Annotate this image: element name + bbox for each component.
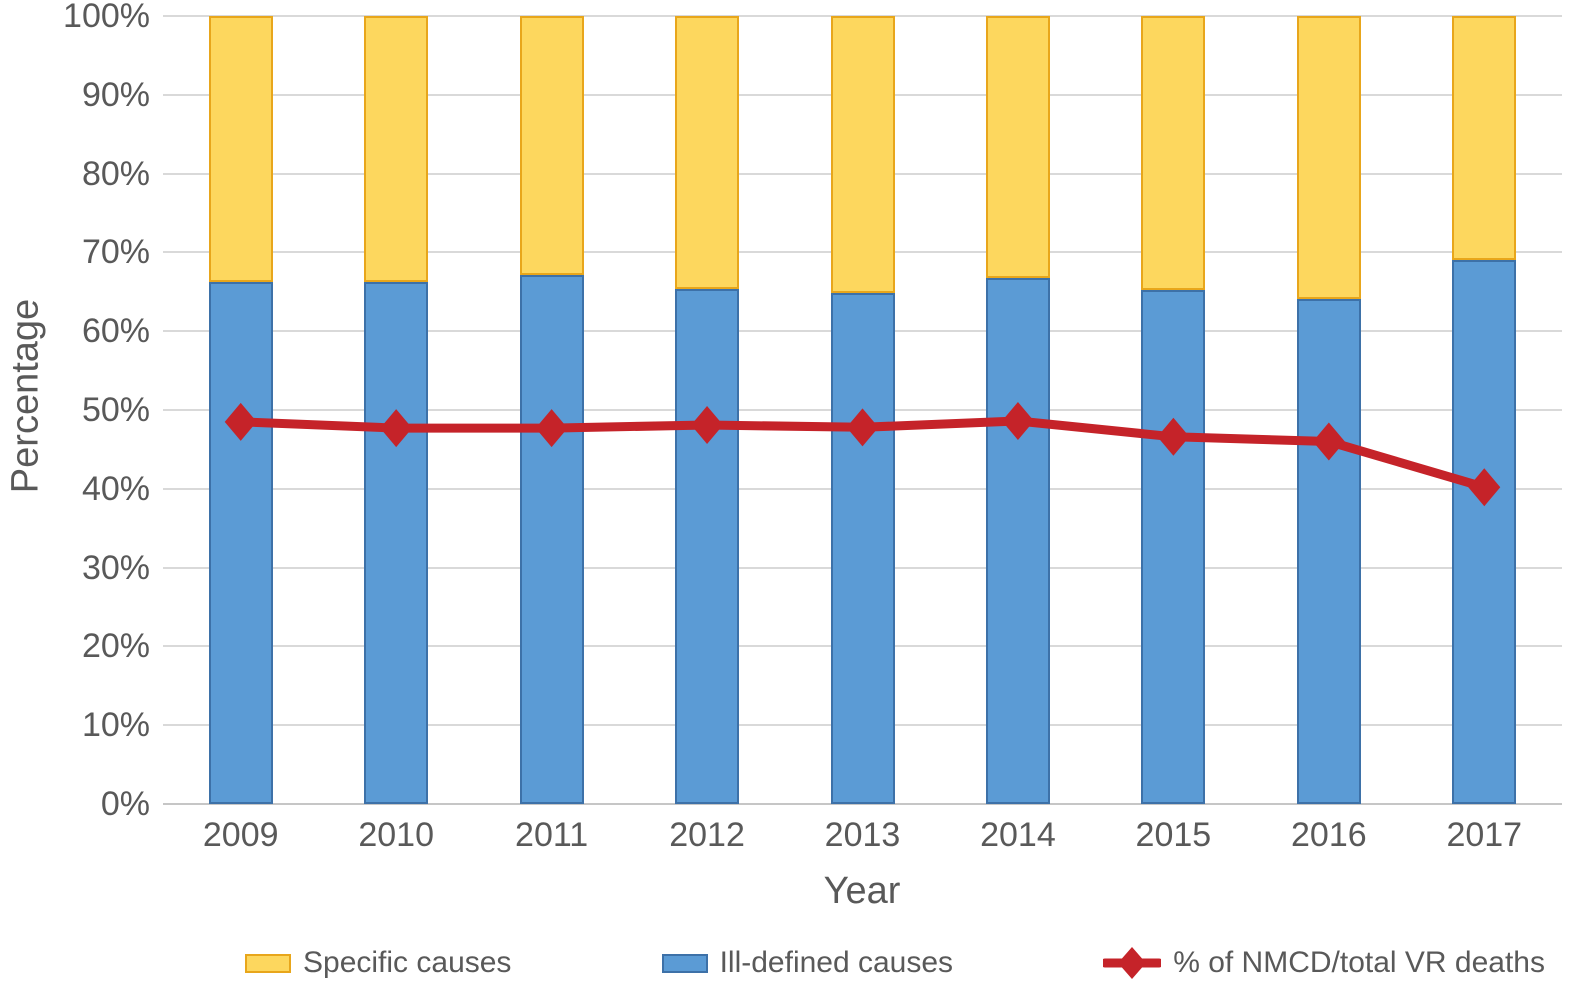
y-tick-label: 50% [81, 391, 150, 429]
legend-label: % of NMCD/total VR deaths [1173, 946, 1545, 979]
x-axis-title: Year [823, 870, 901, 912]
bar-segment-ill-defined-causes [830, 293, 895, 804]
x-axis-line [163, 803, 1562, 805]
legend-swatch-ill-defined-causes [661, 953, 708, 973]
x-tick-label: 2010 [358, 816, 434, 854]
bar-segment-ill-defined-causes [1296, 298, 1361, 804]
legend-item: Ill-defined causes [661, 945, 954, 981]
legend: Specific causes Ill-defined causes % of NM… [245, 942, 1545, 984]
y-tick-label: 80% [81, 154, 150, 193]
trend-marker-diamond [691, 405, 724, 444]
legend-marker-nmcd-line-icon [1103, 947, 1162, 979]
bar-segment-specific-causes [1141, 16, 1206, 291]
bar-segment-specific-causes [208, 16, 273, 282]
gridline [163, 15, 1562, 17]
y-tick-label: 70% [81, 233, 150, 272]
trend-marker-diamond [1312, 422, 1345, 461]
trend-marker-diamond [846, 408, 879, 447]
y-tick-label: 60% [81, 312, 150, 351]
legend-swatch-specific-causes [245, 953, 291, 973]
trend-marker-diamond [535, 409, 568, 448]
bar-segment-specific-causes [364, 16, 429, 283]
x-tick-label: 2013 [824, 816, 901, 854]
bar-segment-specific-causes [675, 16, 740, 290]
bar-segment-specific-causes [1452, 16, 1517, 261]
bar-segment-ill-defined-causes [519, 275, 584, 804]
trend-marker-diamond [1001, 402, 1034, 441]
x-tick-label: 2015 [1135, 816, 1212, 854]
bar-segment-ill-defined-causes [1141, 290, 1206, 804]
legend-label: Ill-defined causes [719, 946, 954, 979]
trend-line-svg [224, 402, 1501, 507]
x-tick-label: 2016 [1291, 816, 1367, 854]
y-tick-label: 0% [100, 785, 150, 823]
x-tick-label: 2011 [515, 816, 589, 854]
trend-marker-diamond [224, 402, 257, 441]
y-tick-label: 20% [81, 627, 150, 666]
legend-label: Specific causes [303, 946, 512, 979]
y-tick-label: 90% [81, 75, 150, 114]
x-tick-label: 2014 [980, 816, 1056, 854]
trend-marker-diamond [380, 409, 413, 448]
x-tick-label: 2009 [202, 816, 279, 854]
bar-segment-specific-causes [519, 16, 584, 276]
y-tick-label: 40% [81, 469, 150, 508]
y-tick-label: 10% [81, 706, 150, 745]
bar-segment-ill-defined-causes [985, 278, 1050, 804]
bar-segment-ill-defined-causes [208, 281, 273, 804]
trend-marker-diamond [1468, 468, 1501, 507]
bar-segment-ill-defined-causes [364, 282, 429, 804]
y-tick-label: 100% [63, 0, 150, 35]
legend-item: Specific causes [245, 945, 511, 981]
bar-segment-specific-causes [1296, 16, 1361, 299]
legend-item: % of NMCD/total VR deaths [1103, 943, 1545, 983]
x-tick-label: 2012 [669, 816, 745, 854]
bar-segment-ill-defined-causes [1452, 260, 1517, 804]
trend-marker-diamond [1157, 417, 1190, 456]
bar-segment-specific-causes [830, 16, 895, 294]
x-tick-label: 2017 [1446, 816, 1523, 854]
bar-segment-specific-causes [985, 16, 1050, 279]
bar-segment-ill-defined-causes [675, 289, 740, 804]
y-tick-label: 30% [81, 548, 150, 587]
plot-area [163, 15, 1562, 805]
